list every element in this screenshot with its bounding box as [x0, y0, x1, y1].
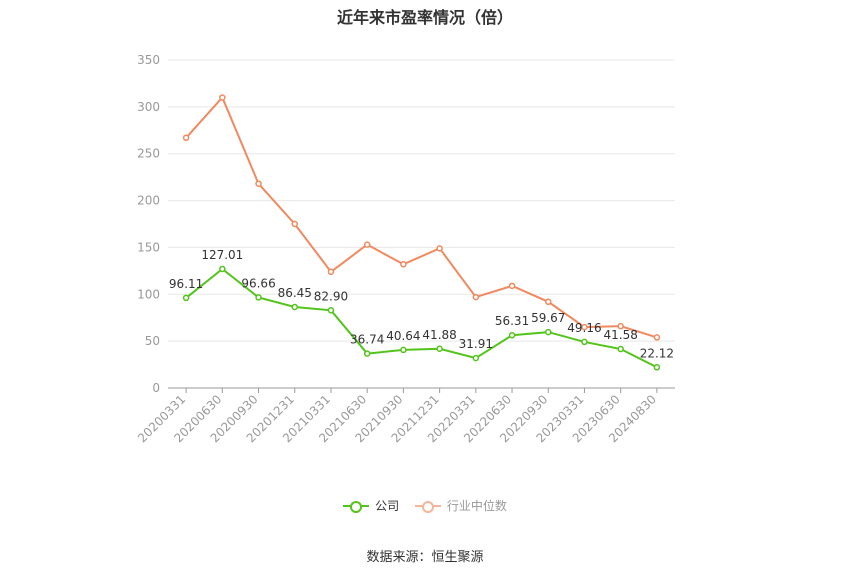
- data-label: 86.45: [278, 286, 312, 300]
- data-source: 数据来源：恒生聚源: [366, 550, 484, 565]
- data-label: 36.74: [350, 333, 384, 347]
- data-point: [653, 334, 661, 341]
- data-label: 82.90: [314, 289, 348, 303]
- y-tick-label: 200: [137, 194, 160, 208]
- data-point: [653, 364, 661, 371]
- legend-marker-company: [343, 500, 370, 513]
- data-point: [617, 322, 624, 330]
- legend-label-company: 公司: [375, 499, 400, 513]
- y-tick-label: 250: [137, 147, 160, 161]
- data-label: 96.66: [241, 276, 275, 290]
- chart-title: 近年来市盈率情况（倍）: [336, 8, 513, 27]
- data-point: [581, 338, 588, 346]
- data-label: 22.12: [640, 346, 674, 360]
- data-label: 127.01: [201, 248, 243, 262]
- data-point: [508, 331, 516, 339]
- data-point: [219, 94, 226, 101]
- data-label: 31.91: [459, 337, 493, 351]
- legend-marker-industry: [414, 500, 441, 513]
- data-point: [182, 294, 190, 302]
- data-label: 41.88: [422, 328, 456, 342]
- series-line-1: [185, 95, 658, 339]
- data-point: [545, 298, 552, 306]
- legend-item-company[interactable]: 公司: [343, 497, 399, 514]
- data-point: [581, 323, 588, 331]
- legend-label-industry: 行业中位数: [446, 499, 507, 513]
- data-point: [400, 346, 407, 354]
- data-point: [291, 220, 298, 228]
- data-point: [327, 268, 335, 276]
- y-tick-label: 350: [137, 53, 160, 67]
- data-label: 41.58: [603, 328, 637, 342]
- data-label: 56.31: [495, 314, 529, 328]
- data-point: [545, 328, 552, 336]
- grid-lines: [168, 59, 675, 342]
- y-tick-label: 50: [145, 334, 160, 348]
- data-point: [327, 307, 335, 314]
- data-label: 96.11: [169, 277, 203, 291]
- y-tick-label: 0: [152, 381, 160, 395]
- data-point: [219, 265, 226, 273]
- data-point: [400, 261, 407, 268]
- data-point: [182, 134, 190, 142]
- y-axis: 0 50 100 150 200 250 300 350: [137, 53, 160, 395]
- data-point: [255, 294, 262, 301]
- data-point: [436, 345, 443, 353]
- data-point: [363, 241, 371, 248]
- series-layer: [182, 94, 661, 371]
- x-axis: 2020033120200630202009302020123120210331…: [135, 387, 675, 445]
- legend: 公司 行业中位数: [0, 497, 850, 515]
- data-point: [472, 293, 480, 301]
- data-point: [436, 245, 443, 252]
- legend-item-industry[interactable]: 行业中位数: [414, 497, 507, 514]
- y-tick-label: 150: [137, 240, 160, 254]
- data-point: [363, 350, 371, 357]
- data-point: [472, 354, 480, 362]
- data-label: 40.64: [386, 329, 420, 343]
- data-label: 59.67: [531, 311, 565, 325]
- data-point: [617, 345, 624, 353]
- y-tick-label: 300: [137, 100, 160, 114]
- y-tick-label: 100: [137, 287, 160, 301]
- data-point: [255, 180, 262, 187]
- data-label: 49.16: [567, 321, 601, 335]
- series-line-0: [185, 267, 658, 369]
- data-point: [508, 282, 516, 290]
- data-point: [291, 303, 298, 311]
